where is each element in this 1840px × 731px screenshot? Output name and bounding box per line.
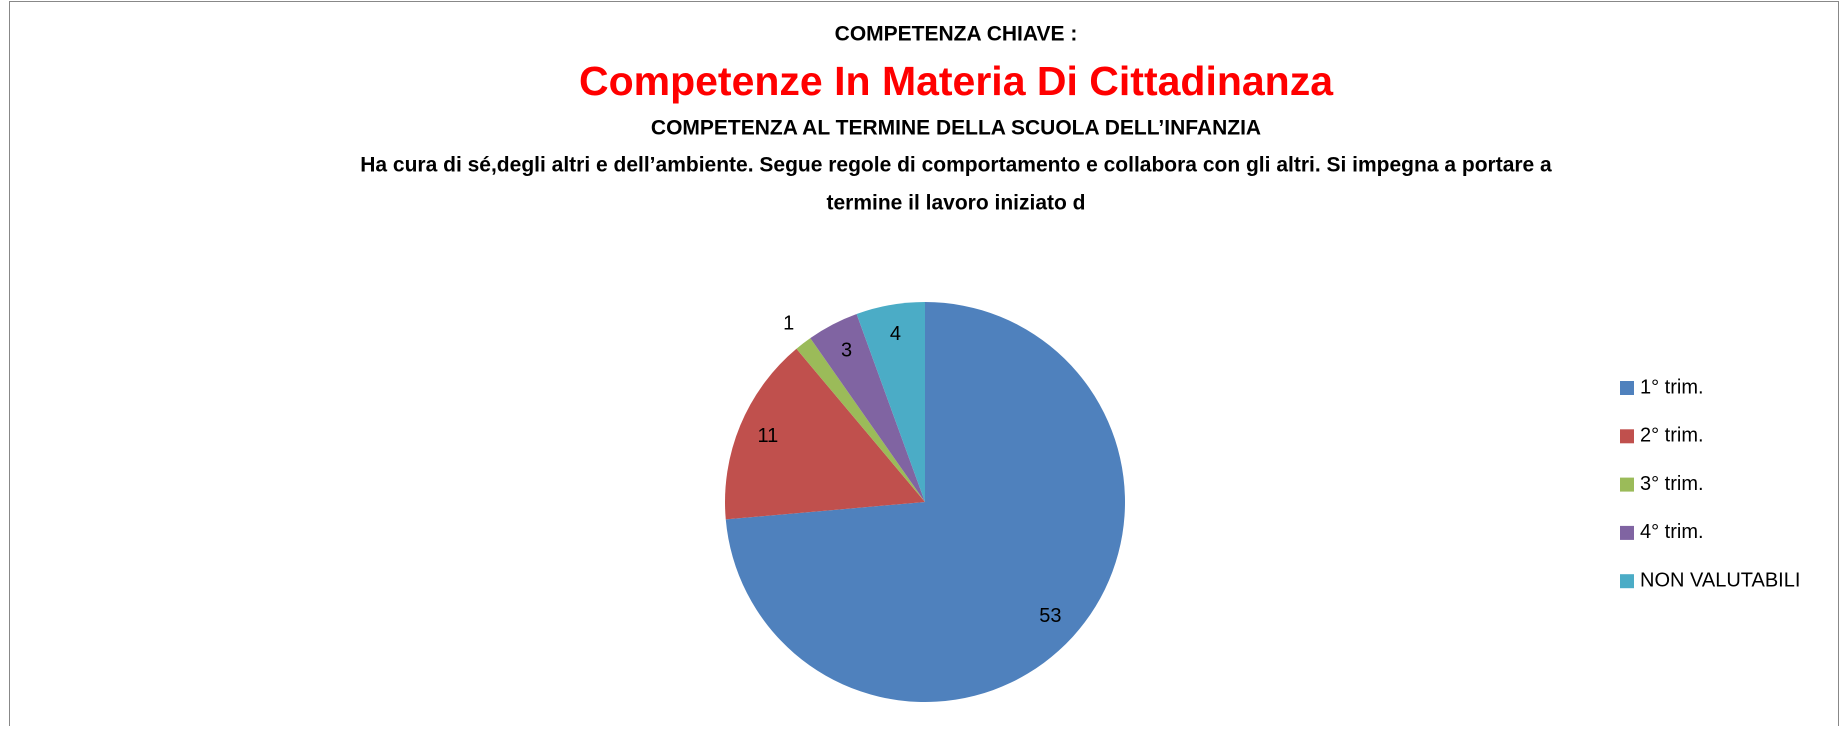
pie-slice: [796, 338, 925, 502]
legend-swatch: [1620, 381, 1634, 395]
pie-slice: [725, 302, 1126, 702]
legend-label: NON VALUTABILI: [1640, 569, 1800, 591]
legend-label: 4° trim.: [1640, 521, 1704, 543]
data-label: 11: [758, 425, 779, 447]
data-label: 3: [841, 339, 852, 361]
legend-swatch: [1620, 574, 1634, 589]
legend-swatch: [1620, 525, 1634, 540]
pie-slice: [856, 302, 925, 502]
data-label: 53: [1039, 605, 1061, 627]
chart-description: termine il lavoro iniziato d: [826, 192, 1085, 215]
chart-title: Competenze In Materia Di Cittadinanza: [579, 58, 1334, 104]
legend-swatch: [1620, 477, 1634, 492]
chart-supertitle: COMPETENZA CHIAVE :: [835, 23, 1078, 46]
chart-description: Ha cura di sé,degli altri e dell’ambient…: [360, 154, 1552, 177]
legend-label: 1° trim.: [1640, 376, 1704, 398]
pie-slice: [724, 348, 925, 520]
pie-slice: [810, 314, 925, 502]
legend-label: 3° trim.: [1640, 473, 1704, 495]
legend-label: 2° trim.: [1640, 425, 1704, 447]
chart-subtitle: COMPETENZA AL TERMINE DELLA SCUOLA DELL’…: [651, 117, 1261, 140]
data-label: 1: [783, 313, 794, 335]
legend-swatch: [1620, 429, 1634, 444]
data-label: 4: [890, 323, 901, 345]
